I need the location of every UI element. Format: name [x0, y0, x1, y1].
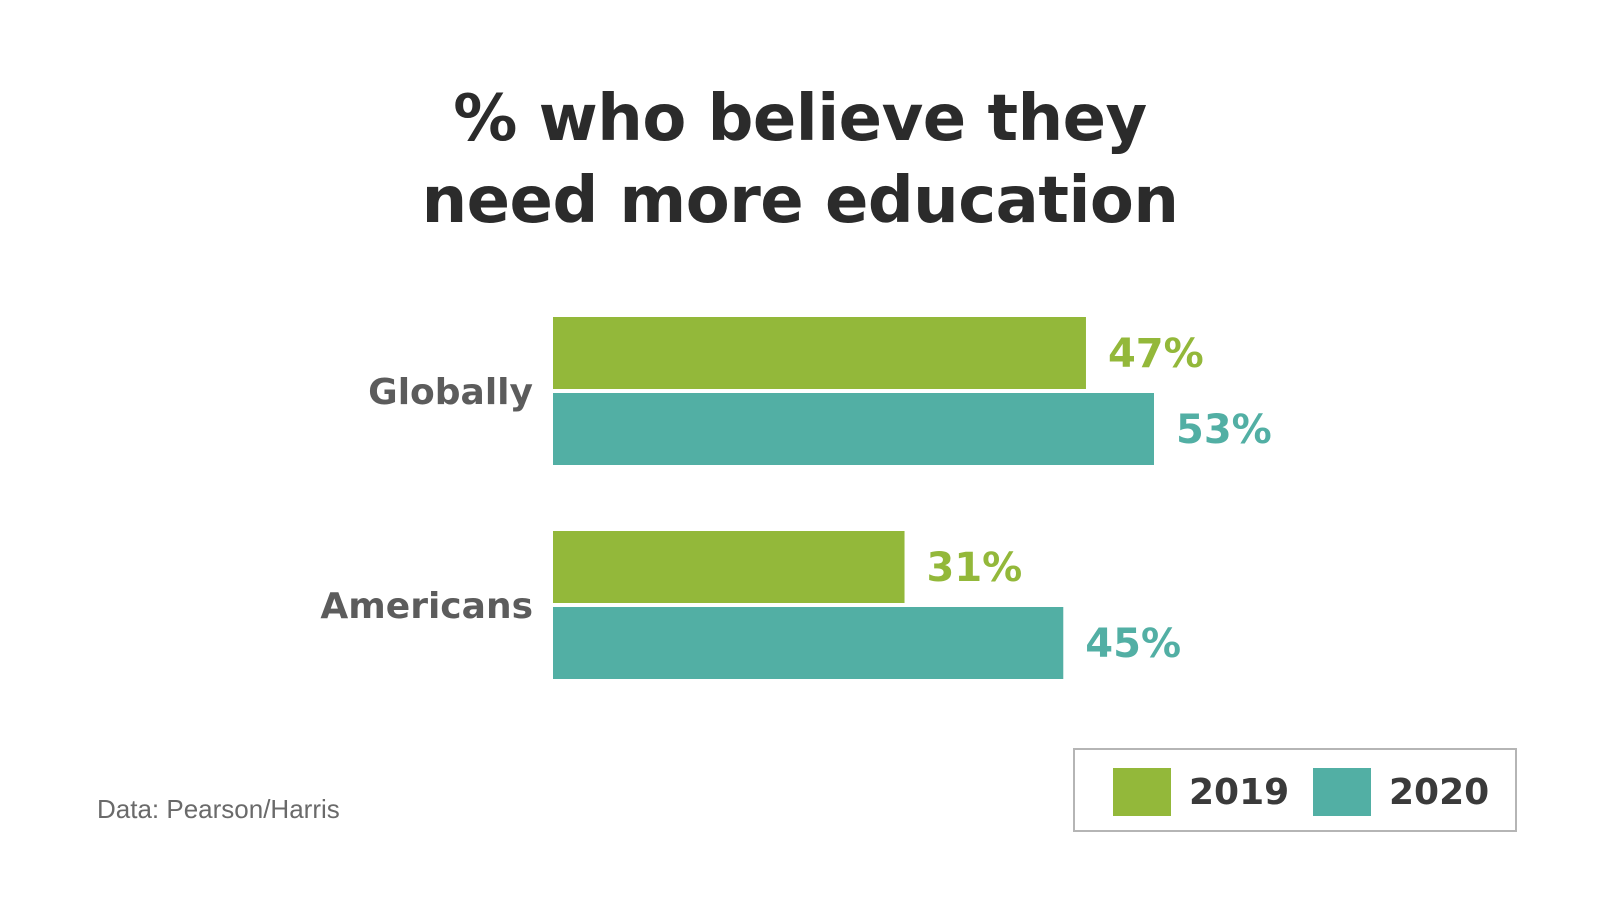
category-label-americans: Americans	[320, 586, 533, 627]
data-label-americans-2020: 45%	[1085, 621, 1181, 667]
bar-americans-2020	[553, 607, 1064, 679]
chart-title-line-1: % who believe they	[453, 82, 1147, 156]
bar-americans-2019	[553, 531, 905, 603]
legend-item-2020: 2020	[1313, 768, 1489, 816]
chart-title: % who believe they need more education	[0, 78, 1600, 242]
data-label-globally-2019: 47%	[1108, 331, 1204, 377]
chart-title-line-2: need more education	[421, 164, 1179, 238]
data-source-note: Data: Pearson/Harris	[97, 794, 340, 824]
legend-label-2019: 2019	[1189, 771, 1290, 813]
legend-swatch-2020	[1313, 768, 1371, 816]
bar-globally-2020	[553, 393, 1154, 465]
legend-label-2020: 2020	[1389, 771, 1490, 813]
category-label-globally: Globally	[368, 372, 533, 413]
legend-item-2019: 2019	[1113, 768, 1289, 816]
chart-legend: 2019 2020	[1073, 748, 1517, 832]
legend-swatch-2019	[1113, 768, 1171, 816]
bar-globally-2019	[553, 317, 1086, 389]
data-label-globally-2020: 53%	[1176, 407, 1272, 453]
data-label-americans-2019: 31%	[927, 545, 1023, 591]
